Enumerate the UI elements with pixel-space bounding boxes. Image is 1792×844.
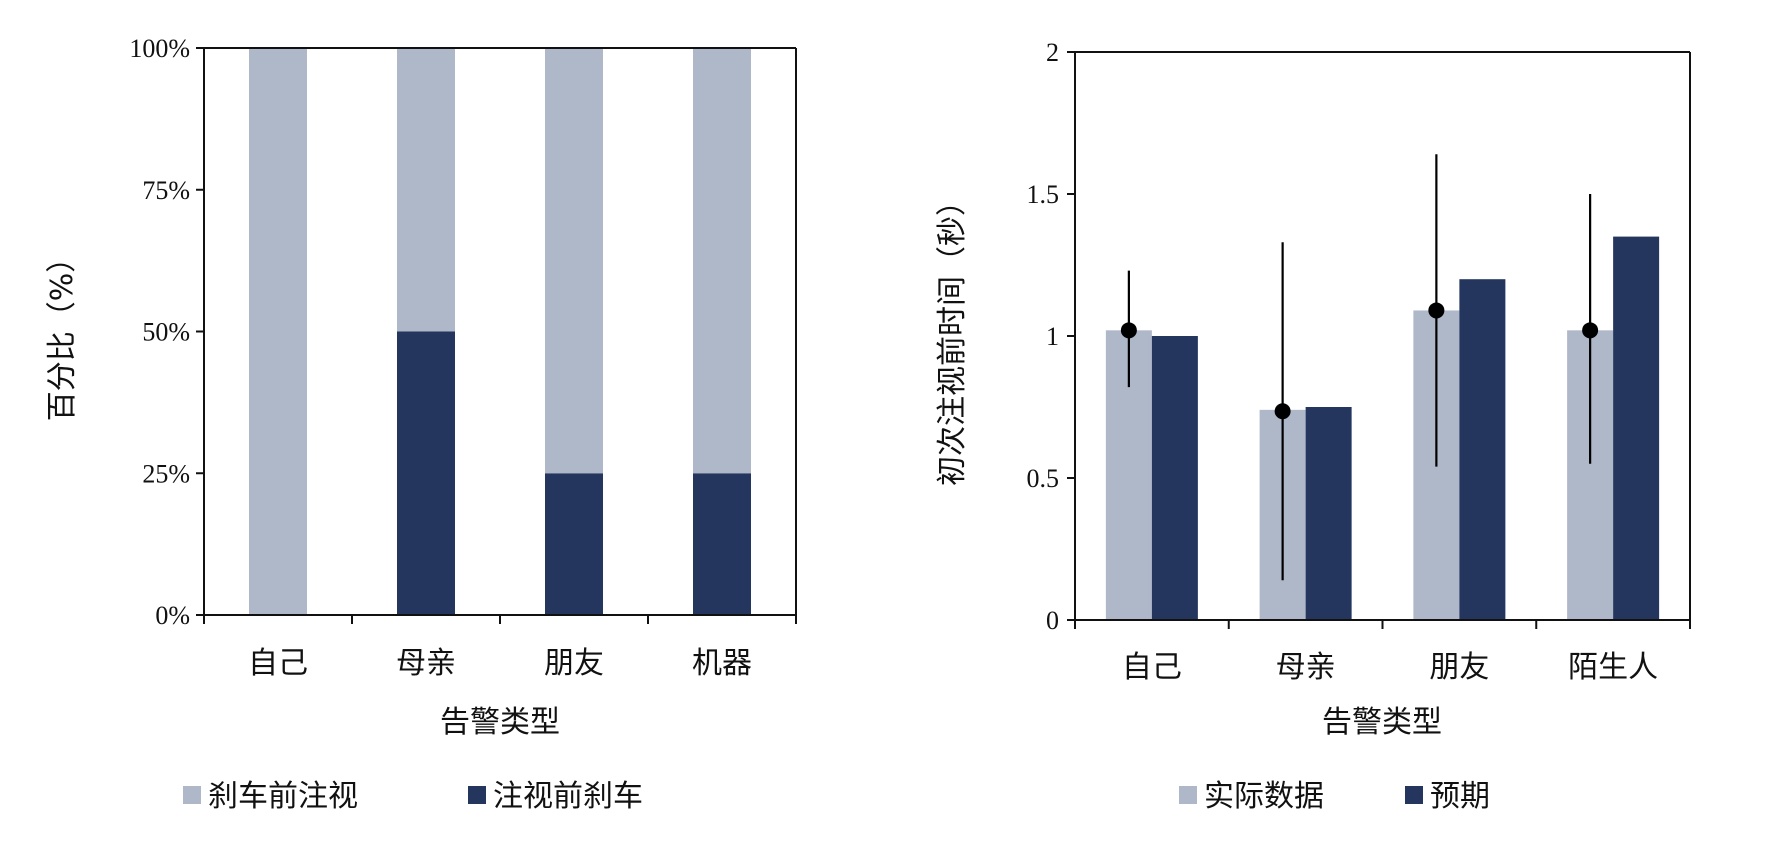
left-bars xyxy=(249,48,751,615)
right-chart: 0 0.5 1 1.5 2 自己 母亲 朋友 陌生人 告警类型 初次注视前时间（秒） 实际数据… xyxy=(935,38,1691,814)
right-category-label: 自己 xyxy=(1122,650,1182,685)
left-y-tick-label: 50% xyxy=(142,318,190,347)
left-category-labels: 自己 母亲 朋友 机器 xyxy=(248,646,752,681)
left-y-tick-label: 100% xyxy=(129,34,190,63)
left-bar-segment-light xyxy=(397,48,455,332)
left-legend-swatch-light xyxy=(183,786,201,804)
left-bar-segment-dark xyxy=(693,473,751,615)
right-legend-label-2: 预期 xyxy=(1430,779,1490,814)
left-legend: 刹车前注视 注视前刹车 xyxy=(183,779,643,814)
right-bar-expected xyxy=(1459,279,1506,620)
right-y-tick-label: 1 xyxy=(1046,322,1059,351)
left-bar-segment-dark xyxy=(397,331,455,615)
left-x-axis-label: 告警类型 xyxy=(440,705,560,740)
right-y-tick-label: 0.5 xyxy=(1027,464,1060,493)
right-bar-expected xyxy=(1151,336,1198,620)
right-bars xyxy=(1105,236,1660,620)
left-category-label: 朋友 xyxy=(544,646,604,681)
right-mean-marker xyxy=(1120,322,1137,339)
left-bar-segment-light xyxy=(545,48,603,474)
left-bar-segment-light xyxy=(249,48,307,615)
right-legend-swatch-light xyxy=(1179,786,1197,804)
left-y-axis-label: 百分比（%） xyxy=(45,243,80,422)
left-y-tick-label: 75% xyxy=(142,176,190,205)
left-bar-segment-dark xyxy=(545,473,603,615)
left-legend-label-1: 刹车前注视 xyxy=(208,779,358,814)
right-category-label: 朋友 xyxy=(1429,650,1489,685)
right-mean-marker xyxy=(1428,302,1445,319)
left-x-ticks xyxy=(203,615,797,624)
left-chart: 0% 25% 50% 75% 100% 自己 母亲 朋友 机器 告警类型 百分比（%） 刹车前… xyxy=(45,34,797,814)
left-legend-label-2: 注视前刹车 xyxy=(493,779,643,814)
right-y-tick-label: 1.5 xyxy=(1027,180,1060,209)
right-legend-swatch-dark xyxy=(1405,786,1423,804)
right-legend: 实际数据 预期 xyxy=(1179,779,1490,814)
right-y-tick-label: 2 xyxy=(1046,38,1059,67)
right-category-label: 母亲 xyxy=(1276,650,1336,685)
left-y-tick-label: 25% xyxy=(142,459,190,488)
right-y-axis-label: 初次注视前时间（秒） xyxy=(935,186,970,486)
right-mean-marker xyxy=(1582,322,1599,339)
right-x-axis-label: 告警类型 xyxy=(1322,705,1442,740)
right-legend-label-1: 实际数据 xyxy=(1204,779,1324,814)
right-error-bars xyxy=(1120,154,1599,581)
left-y-tick-label: 0% xyxy=(155,601,190,630)
right-y-tick-label: 0 xyxy=(1046,606,1059,635)
right-category-labels: 自己 母亲 朋友 陌生人 xyxy=(1122,650,1658,685)
left-category-label: 母亲 xyxy=(396,646,456,681)
left-bar-segment-light xyxy=(693,48,751,474)
right-bar-expected xyxy=(1613,236,1660,620)
left-legend-swatch-dark xyxy=(468,786,486,804)
right-x-ticks xyxy=(1074,620,1691,629)
right-bar-expected xyxy=(1305,407,1352,620)
right-category-label: 陌生人 xyxy=(1568,650,1658,685)
right-mean-marker xyxy=(1274,403,1291,420)
left-y-ticks: 0% 25% 50% 75% 100% xyxy=(129,34,204,630)
left-category-label: 自己 xyxy=(248,646,308,681)
right-y-ticks: 0 0.5 1 1.5 2 xyxy=(1027,38,1075,635)
left-category-label: 机器 xyxy=(692,646,752,681)
